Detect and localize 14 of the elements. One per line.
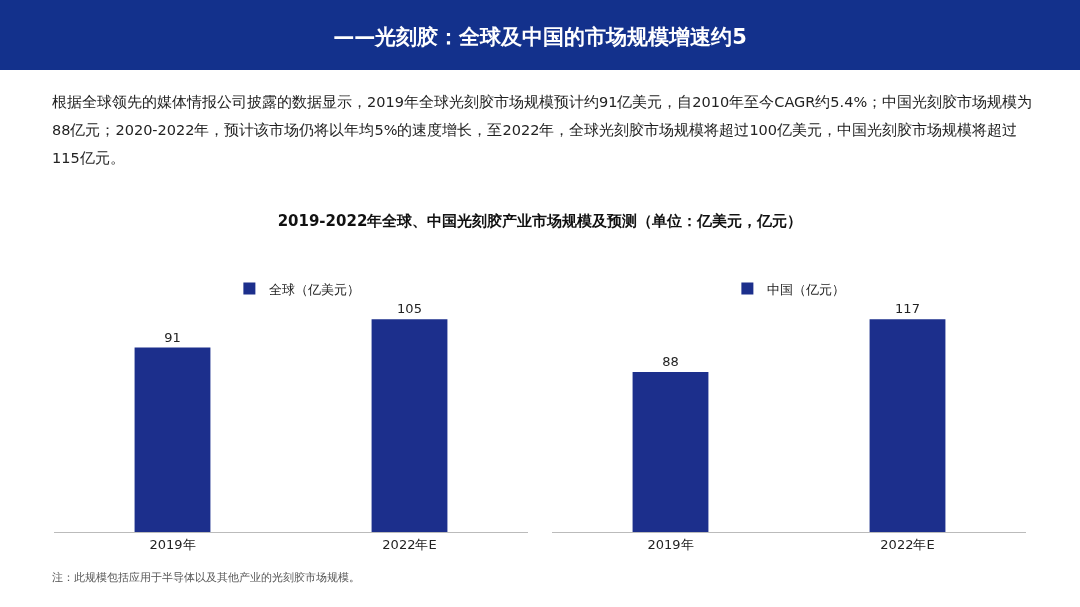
data-label: 105 bbox=[397, 301, 422, 317]
x-tick-label: 2022年E bbox=[880, 536, 935, 552]
x-tick-label: 2022年E bbox=[382, 536, 437, 552]
text: 2019-2022年全球、中国光刻胶产业市场规模及预测（单位：亿美元，亿元） bbox=[276, 212, 804, 231]
legend-label: 全球（亿美元） bbox=[269, 281, 361, 297]
text: 注：此规模包括应用于半导体以及其他产业的光刻胶市场规模。 bbox=[52, 570, 360, 585]
data-label: 117 bbox=[895, 301, 920, 317]
chart-subtitle: 根据全球领先的媒体情报公司披露的数据显示，2019年全球光刻胶市场规模预计约91亿美元，自2010年至今CAGR约5.4%；中国光刻胶市场规模为88亿元；2020-2022年，预计该市场仍将以年均5%的速度增长，至2022年，全球光刻胶市场规模将超过100亿美元，中国光刻胶市场规模将超过115亿元。 bbox=[52, 93, 1034, 168]
x-tick-label: 2019年 bbox=[647, 536, 694, 552]
legend-label: 中国（亿元） bbox=[767, 281, 846, 297]
x-tick-label: 2019年 bbox=[149, 536, 196, 552]
chart-title: ——光刻胶：全球及中国的市场规模增速约5 bbox=[0, 0, 1080, 70]
data-label: 88 bbox=[662, 353, 679, 369]
data-label: 91 bbox=[164, 329, 181, 345]
